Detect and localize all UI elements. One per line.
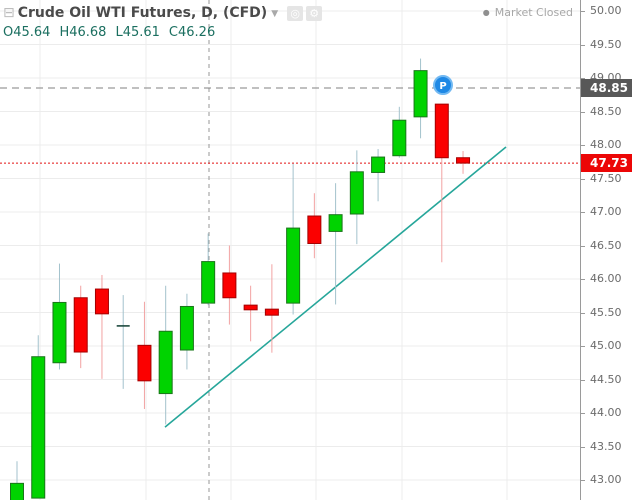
price-tick: 50.00 — [581, 5, 632, 17]
price-tick-label: 47.00 — [590, 205, 622, 218]
tick-mark — [581, 446, 585, 448]
candle-up[interactable] — [158, 330, 173, 395]
candlestick-chart[interactable]: P — [0, 0, 580, 500]
tick-mark — [581, 279, 585, 280]
price-tick-label: 48.50 — [590, 104, 622, 118]
price-tick-label: 43.00 — [590, 473, 622, 486]
ohlc-value-h: H46.68 — [59, 25, 107, 40]
price-tick-label: 44.00 — [590, 406, 622, 419]
ohlc-value-o: O45.64 — [3, 25, 51, 40]
price-tick: 48.00 — [581, 139, 632, 151]
ohlc-readout: O45.64 H46.68 L45.61 C46.26 — [3, 25, 322, 40]
candle-up[interactable] — [349, 171, 364, 215]
price-axis[interactable]: 50.00 49.50 49.00 48.50 48.00 47.50 47.00 46.50… — [580, 0, 632, 500]
settings-button[interactable]: ⚙ — [306, 5, 323, 21]
candle-up[interactable] — [413, 70, 428, 118]
candle-up[interactable] — [52, 301, 67, 364]
tick-mark — [581, 245, 585, 247]
price-tag: 47.73 — [581, 154, 632, 173]
price-tick-label: 46.50 — [590, 238, 622, 252]
gear-icon: ⚙ — [309, 6, 320, 20]
price-tick: 47.00 — [581, 206, 632, 218]
price-tick: 46.00 — [581, 273, 632, 285]
candle-down[interactable] — [243, 304, 258, 311]
candle-down[interactable] — [264, 308, 279, 316]
price-tick-label: 48.00 — [590, 138, 622, 151]
price-tick-label: 44.50 — [590, 372, 622, 386]
status-dot-icon: ● — [482, 8, 490, 17]
tick-mark — [581, 78, 585, 79]
price-tick: 48.50 — [581, 104, 632, 118]
candle-up[interactable] — [328, 214, 343, 232]
ohlc-value-c: C46.26 — [168, 25, 216, 40]
chevron-down-icon[interactable]: ▼ — [271, 9, 279, 19]
eye-icon: ◎ — [290, 6, 300, 20]
tick-mark — [581, 413, 585, 414]
price-tick: 43.50 — [581, 439, 632, 453]
price-tick: 49.50 — [581, 37, 632, 51]
price-tick-label: 45.50 — [590, 305, 622, 319]
candle-down[interactable] — [73, 297, 88, 353]
price-tick-label: 49.50 — [590, 37, 622, 51]
chart-legend: ⊟ Crude Oil WTI Futures, D, (CFD) ▼ ◎ ⚙ … — [3, 4, 323, 40]
tick-mark — [581, 346, 585, 347]
candle-up[interactable] — [371, 156, 386, 173]
price-tick-label: 45.00 — [590, 339, 622, 352]
candle-down[interactable] — [456, 157, 471, 164]
tick-mark — [581, 178, 585, 180]
market-status-label: Market Closed — [494, 6, 573, 19]
price-tick-label: 46.00 — [590, 272, 622, 285]
candle-down[interactable] — [137, 344, 152, 382]
candle-up[interactable] — [179, 305, 194, 351]
tick-mark — [581, 212, 585, 213]
candle-up[interactable] — [31, 356, 46, 499]
candle-down[interactable] — [434, 103, 449, 159]
price-tick: 44.50 — [581, 372, 632, 386]
price-tag: 48.85 — [581, 79, 632, 98]
tick-mark — [581, 111, 585, 113]
tick-mark — [581, 480, 585, 481]
price-tick: 47.50 — [581, 171, 632, 185]
candle-up[interactable] — [10, 482, 24, 500]
candle-down[interactable] — [94, 288, 109, 315]
price-tick-label: 47.50 — [590, 171, 622, 185]
tick-mark — [581, 11, 585, 12]
candle-up[interactable] — [286, 227, 301, 304]
symbol-title[interactable]: Crude Oil WTI Futures, D, (CFD) — [17, 5, 268, 21]
price-tick-label: 50.00 — [590, 4, 622, 17]
market-status: ● Market Closed — [483, 6, 573, 19]
position-marker[interactable] — [433, 75, 453, 96]
price-tick: 46.50 — [581, 238, 632, 252]
price-tick: 43.00 — [581, 474, 632, 486]
candle-up[interactable] — [392, 119, 407, 157]
position-marker-label: P — [439, 81, 446, 92]
tick-mark — [581, 312, 585, 314]
tick-mark — [581, 145, 585, 146]
candle-down[interactable] — [222, 272, 237, 299]
visibility-button[interactable]: ◎ — [287, 5, 304, 21]
tick-mark — [581, 44, 585, 46]
candle-up[interactable] — [201, 261, 216, 304]
candle-down[interactable] — [307, 215, 322, 244]
ohlc-value-l: L45.61 — [115, 25, 160, 40]
price-tick: 45.50 — [581, 305, 632, 319]
price-tick-label: 43.50 — [590, 439, 622, 453]
collapse-icon[interactable]: ⊟ — [3, 5, 15, 21]
price-tick: 44.00 — [581, 407, 632, 419]
tick-mark — [581, 379, 585, 381]
price-tick: 45.00 — [581, 340, 632, 352]
